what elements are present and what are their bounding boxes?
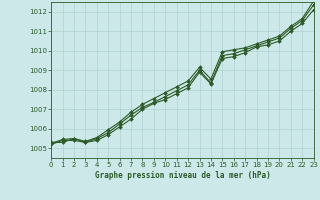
X-axis label: Graphe pression niveau de la mer (hPa): Graphe pression niveau de la mer (hPa) [94,171,270,180]
